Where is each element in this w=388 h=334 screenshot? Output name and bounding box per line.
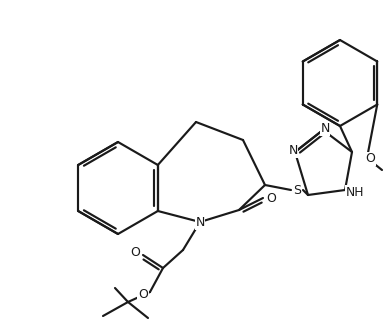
Text: N: N <box>195 216 205 229</box>
Text: O: O <box>365 153 375 166</box>
Text: O: O <box>266 191 276 204</box>
Text: N: N <box>288 145 298 158</box>
Text: O: O <box>138 288 148 301</box>
Text: N: N <box>320 123 330 136</box>
Text: O: O <box>130 246 140 260</box>
Text: NH: NH <box>346 185 364 198</box>
Text: S: S <box>293 183 301 196</box>
